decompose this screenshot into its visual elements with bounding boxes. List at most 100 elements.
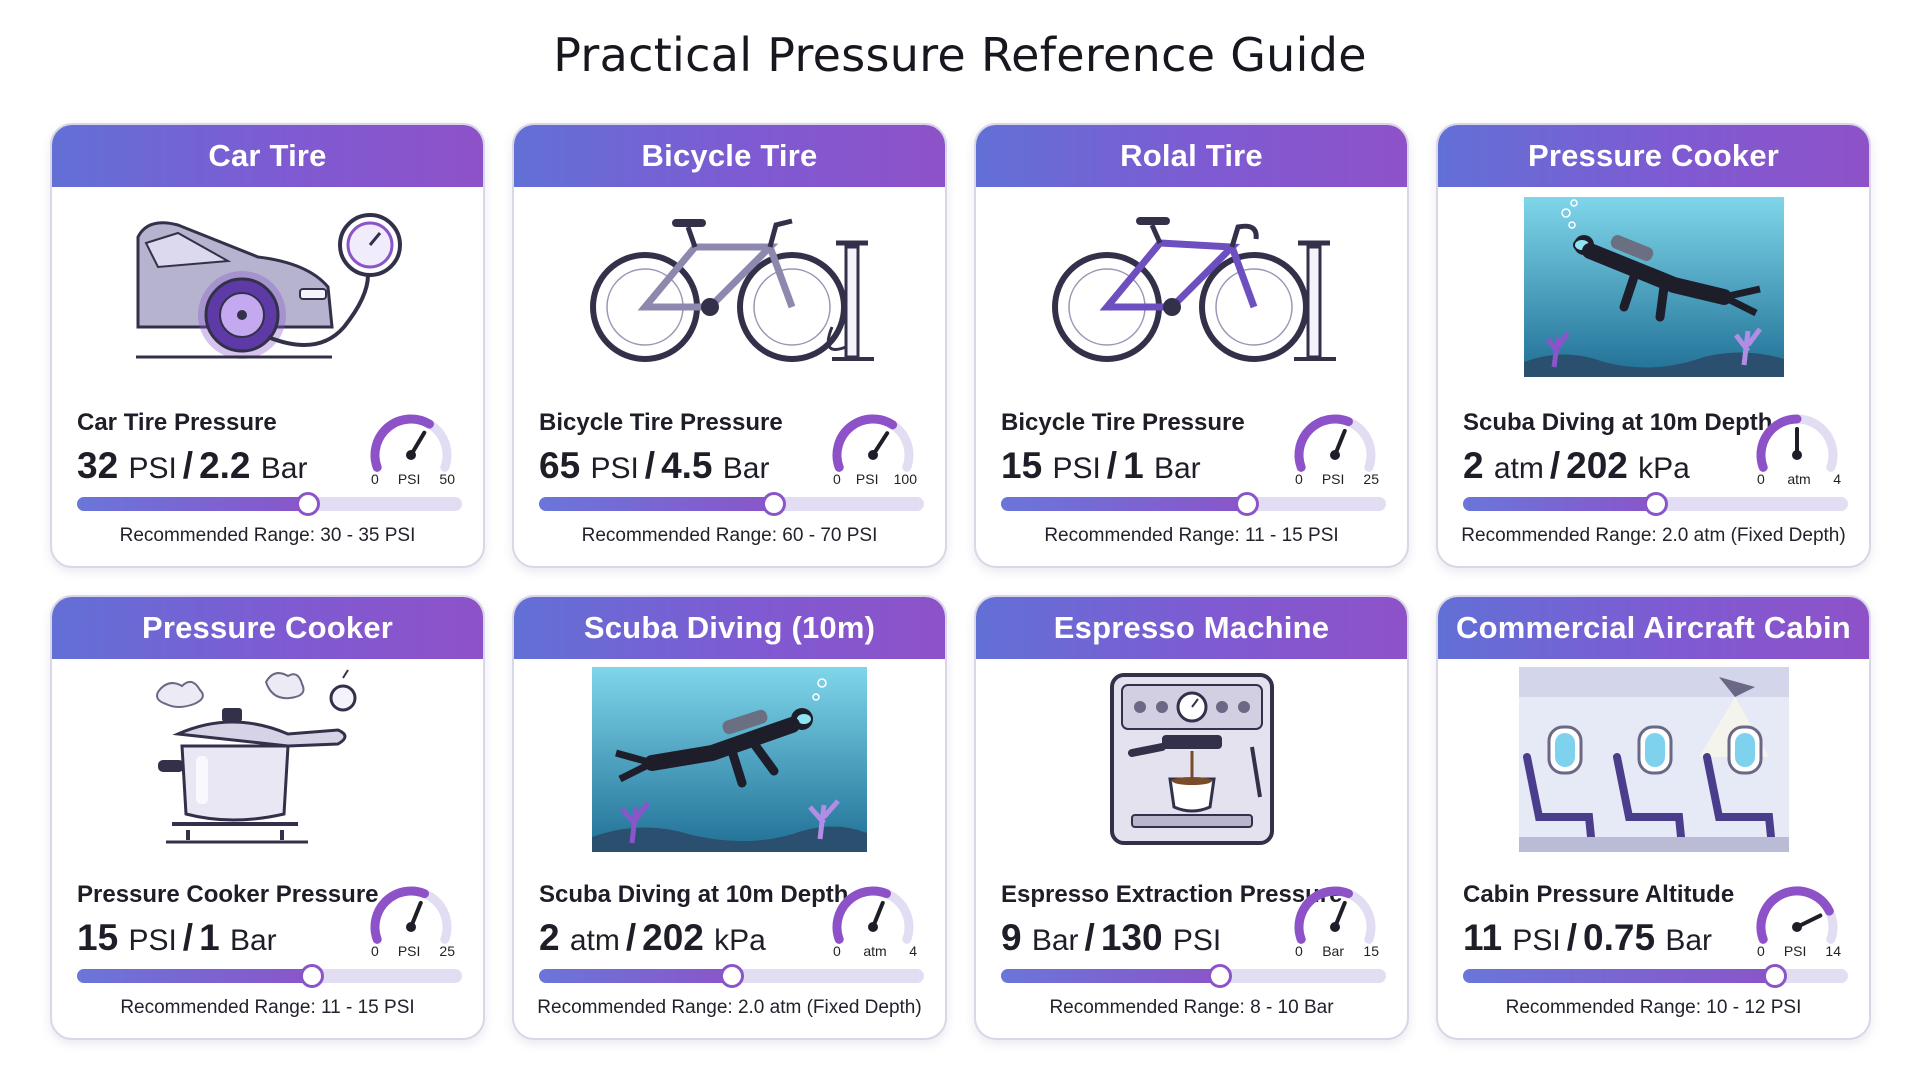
gauge-hub [1792, 922, 1802, 932]
primary-value: 2 [539, 917, 560, 958]
primary-value: 2 [1463, 445, 1484, 486]
value-separator: / [1084, 917, 1095, 958]
recommended-range: Recommended Range: 60 - 70 PSI [581, 525, 878, 546]
metric-value: 2 atm/202 kPa [1463, 445, 1763, 487]
recommended-range: Recommended Range: 11 - 15 PSI [1044, 525, 1339, 546]
gauge-value-arc [832, 414, 898, 472]
metric-value: 65 PSI/4.5 Bar [539, 445, 839, 487]
value-separator: / [1106, 445, 1118, 486]
metric-info: Cabin Pressure Altitude 11 PSI/0.75 Bar [1463, 881, 1763, 959]
gauge-value-arc [1756, 886, 1834, 944]
gauge-value-arc [1294, 414, 1353, 472]
secondary-value: 1 [199, 917, 220, 958]
card-road-tire: Rolal Tire Bicycle Tire Pressure [974, 123, 1409, 568]
card-car-tire: Car Tire Car Tire Pressure 32 PSI / [50, 123, 485, 568]
secondary-unit: Bar [722, 452, 770, 485]
recommended-range: Recommended Range: 10 - 12 PSI [1505, 997, 1802, 1018]
metric-info: Bicycle Tire Pressure 65 PSI/4.5 Bar [539, 409, 839, 487]
page-title: Practical Pressure Reference Guide [553, 28, 1367, 82]
range-bar [539, 492, 924, 516]
card-header: Scuba Diving (10m) [514, 597, 945, 659]
car-tire-gauge-icon [52, 187, 483, 387]
gauge-value-arc [832, 886, 891, 944]
secondary-unit: Bar [260, 452, 308, 485]
card-scuba-diving: Scuba Diving (10m) [512, 595, 947, 1040]
gauge-unit: PSI [397, 471, 421, 487]
range-knob [1643, 492, 1668, 516]
primary-value: 15 [1001, 445, 1043, 486]
card-grid: Car Tire Car Tire Pressure 32 PSI / [50, 123, 1871, 1040]
gauge-min: 0 [1295, 471, 1303, 487]
secondary-value: 202 [1566, 445, 1628, 486]
secondary-unit: kPa [714, 924, 766, 957]
card-header: Bicycle Tire [514, 125, 945, 187]
gauge-unit: PSI [1321, 471, 1345, 487]
gauge-hub [406, 922, 416, 932]
metric-value: 11 PSI/0.75 Bar [1463, 917, 1763, 959]
gauge-max: 50 [439, 471, 455, 487]
gauge-max: 15 [1363, 943, 1379, 959]
primary-unit: PSI [128, 452, 177, 485]
bicycle-pump-icon [514, 187, 945, 387]
gauge-max: 4 [909, 943, 917, 959]
card-aircraft-cabin: Commercial Aircraft Cabin Cabin Pressur [1436, 595, 1871, 1040]
metric-value: 32 PSI/2.2 Bar [77, 445, 377, 487]
gauge-unit: atm [1787, 471, 1811, 487]
value-separator: / [625, 917, 637, 958]
primary-unit: Bar [1031, 924, 1079, 957]
metric-info: Espresso Extraction Pressure 9 Bar/130 P… [1001, 881, 1343, 959]
primary-unit: PSI [128, 924, 177, 957]
primary-value: 65 [539, 445, 581, 486]
metric-info: Car Tire Pressure 32 PSI/2.2 Bar [77, 409, 377, 487]
scuba-diver-icon [1438, 187, 1869, 387]
gauge-max: 25 [1363, 471, 1379, 487]
range-fill [1001, 969, 1221, 983]
value-separator: / [644, 445, 656, 486]
range-fill [77, 497, 308, 511]
road-bike-pump-icon [976, 187, 1407, 387]
gauge-unit: atm [863, 943, 887, 959]
secondary-unit: Bar [1665, 924, 1713, 957]
recommended-range: Recommended Range: 2.0 atm (Fixed Depth) [537, 997, 922, 1018]
metric-info: Pressure Cooker Pressure 15 PSI/1 Bar [77, 881, 379, 959]
range-fill [77, 969, 312, 983]
range-knob [1235, 492, 1260, 516]
value-separator: / [1549, 445, 1561, 486]
card-header: Pressure Cooker [52, 597, 483, 659]
gauge-max: 14 [1825, 943, 1841, 959]
gauge-hub [1792, 450, 1802, 460]
range-bar [1463, 964, 1848, 988]
recommended-range: Recommended Range: 30 - 35 PSI [119, 525, 416, 546]
gauge-min: 0 [371, 943, 379, 959]
gauge: 0 Bar 15 [1285, 877, 1385, 967]
metric-label: Cabin Pressure Altitude [1463, 881, 1735, 908]
recommended-range: Recommended Range: 11 - 15 PSI [120, 997, 415, 1018]
primary-unit: PSI [590, 452, 639, 485]
range-bar [1001, 492, 1386, 516]
metric-info: Scuba Diving at 10m Depth 2 atm/202 kPa [1463, 409, 1772, 487]
range-knob [296, 492, 320, 516]
gauge-unit: PSI [855, 471, 879, 487]
gauge-max: 25 [439, 943, 455, 959]
secondary-value: 0.75 [1583, 917, 1656, 958]
scuba-diver-icon [514, 659, 945, 859]
card-header: Espresso Machine [976, 597, 1407, 659]
gauge-value-arc [370, 886, 429, 944]
gauge-value-arc [370, 414, 434, 472]
metric-label: Bicycle Tire Pressure [1001, 409, 1245, 436]
card-bicycle-tire: Bicycle Tire Bicycle Tire Pressure [512, 123, 947, 568]
gauge-max: 100 [893, 471, 917, 487]
primary-value: 15 [77, 917, 119, 958]
range-bar [539, 964, 924, 988]
range-bar [77, 492, 462, 516]
range-knob [299, 964, 324, 988]
card-header: Rolal Tire [976, 125, 1407, 187]
secondary-unit: kPa [1638, 452, 1690, 485]
gauge-hub [868, 450, 878, 460]
gauge-min: 0 [1295, 943, 1303, 959]
primary-unit: PSI [1052, 452, 1101, 485]
secondary-value: 130 [1100, 917, 1163, 958]
gauge: 0 atm 4 [823, 877, 923, 967]
range-bar [1463, 492, 1848, 516]
secondary-unit: Bar [229, 924, 277, 957]
